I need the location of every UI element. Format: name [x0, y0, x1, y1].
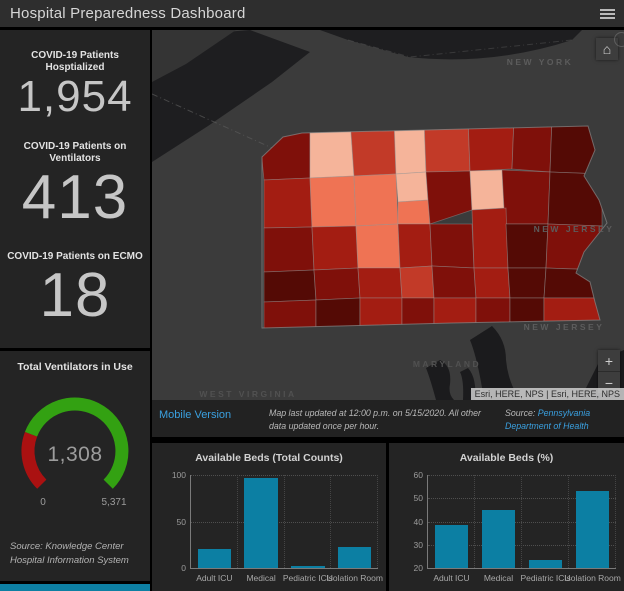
stat-ventilators-value: 413: [21, 163, 129, 232]
home-icon[interactable]: ⌂: [596, 38, 618, 60]
bar-adult-icu[interactable]: [197, 549, 232, 568]
basemap: NEW YORK NEW JERSEY NEW JERSEY MARYLAND …: [152, 30, 624, 400]
plot-available-beds-total: 0 50 100 Adult ICU Medical Pediatric ICU Isola…: [172, 470, 383, 583]
menu-icon[interactable]: [590, 0, 624, 27]
mobile-version-link[interactable]: Mobile Version: [159, 409, 232, 421]
stat-hospitalized: COVID-19 Patients Hosptialized 1,954: [0, 50, 150, 120]
gridline-vertical: [330, 475, 332, 568]
y-axis-tick-label: 40: [413, 516, 423, 527]
x-axis-category-label: Medical: [483, 573, 514, 583]
gridline-vertical: [474, 475, 475, 568]
bar-isolation-room[interactable]: [575, 491, 610, 568]
stat-hospitalized-label: COVID-19 Patients Hosptialized: [31, 50, 119, 74]
gridline: [428, 544, 616, 546]
gridline: [428, 521, 616, 523]
y-axis-tick-label: 50: [413, 493, 423, 504]
covid-stats-panel: COVID-19 Patients Hosptialized 1,954 COV…: [0, 30, 150, 348]
x-axis-category-label: Medical: [246, 573, 276, 583]
gauge-arc: [21, 397, 129, 489]
stat-ecmo-label: COVID-19 Patients on ECMO: [7, 250, 143, 262]
x-axis-category-label: Adult ICU: [196, 573, 233, 583]
zoom-out-button[interactable]: −: [598, 372, 620, 393]
page-title: Hospital Preparedness Dashboard: [10, 5, 246, 22]
gridline-vertical: [377, 475, 378, 568]
y-axis-tick-label: 50: [176, 516, 186, 527]
map-source: Source: Pennsylvania Department of Healt…: [505, 407, 619, 433]
gridline: [428, 475, 616, 476]
label-west-virginia: WEST VIRGINIA: [199, 389, 296, 399]
gauge-max-label: 5,371: [101, 497, 127, 508]
y-axis-tick-label: 0: [181, 563, 186, 573]
stat-ecmo-value: 18: [39, 260, 111, 330]
bar-medical[interactable]: [481, 509, 516, 568]
bar-adult-icu[interactable]: [434, 525, 469, 568]
gridline: [191, 475, 378, 476]
zoom-control: + −: [598, 350, 620, 393]
gridline-vertical: [615, 475, 616, 568]
gridline-vertical: [283, 475, 285, 568]
lake-ontario-water: [320, 30, 582, 60]
y-axis-tick-label: 30: [413, 539, 423, 550]
stat-hospitalized-value: 1,954: [17, 72, 133, 122]
stat-ventilators-label: COVID-19 Patients on Ventilators: [23, 141, 127, 164]
lake-erie-water: [152, 30, 310, 162]
label-maryland: MARYLAND: [413, 359, 481, 369]
compass-icon[interactable]: [614, 32, 624, 47]
plot-available-beds-percent: 20 30 40 50 60 Adult ICU Medical Pediatric ICU I…: [414, 470, 621, 583]
x-axis-category-label: Isolation Room: [326, 573, 383, 583]
app-header: Hospital Preparedness Dashboard: [0, 0, 624, 27]
label-new-york: NEW YORK: [507, 57, 574, 67]
zoom-in-button[interactable]: +: [598, 350, 620, 372]
ventilators-gauge-panel: Total Ventilators in Use 1,308 0 5,371 S…: [0, 351, 150, 581]
x-axis-category-label: Isolation Room: [564, 573, 621, 583]
gauge-value: 1,308: [47, 443, 103, 466]
gauge-min-label: 0: [40, 497, 46, 508]
bar-pediatric-icu[interactable]: [528, 559, 563, 568]
map-caption: Map last updated at 12:00 p.m. on 5/15/2…: [269, 408, 481, 431]
pa-state-outline: [261, 125, 608, 329]
y-axis-tick-label: 60: [413, 470, 423, 480]
gridline-vertical: [568, 475, 569, 568]
map-attribution: Esri, HERE, NPS | Esri, HERE, NPS: [470, 388, 624, 400]
pa-doh-link[interactable]: Pennsylvania Department of Health: [505, 408, 591, 431]
stat-ventilators: COVID-19 Patients on Ventilators 413: [0, 141, 150, 230]
map-footer: Mobile Version Map last updated at 12:00…: [152, 400, 624, 437]
x-axis-category-label: Pediatric ICU: [282, 573, 333, 583]
label-new-jersey-1: NEW JERSEY: [534, 224, 615, 234]
chart-title-percent: Available Beds (%): [459, 452, 554, 464]
label-new-jersey-2: NEW JERSEY: [524, 322, 605, 332]
gridline: [191, 521, 378, 523]
gauge-source-text: Source: Knowledge Center Hospital Inform…: [10, 540, 129, 567]
x-axis-category-label: Pediatric ICU: [520, 573, 571, 583]
gauge-title: Total Ventilators in Use: [17, 361, 133, 373]
gridline: [428, 498, 616, 500]
bar-medical[interactable]: [244, 477, 278, 568]
y-axis-tick-label: 100: [171, 470, 186, 480]
map-viewport[interactable]: NEW YORK NEW JERSEY NEW JERSEY MARYLAND …: [152, 30, 624, 400]
chart-title-total: Available Beds (Total Counts): [195, 452, 343, 464]
chart-available-beds-percent: Available Beds (%) 20 30 40 50 60 Adult ICU Me…: [389, 443, 624, 591]
chart-available-beds-total: Available Beds (Total Counts) 0 50 100 Adul…: [152, 443, 386, 591]
bottom-left-accent-strip: [0, 584, 150, 591]
bar-pediatric-icu[interactable]: [291, 566, 325, 568]
y-axis-tick-label: 20: [413, 563, 423, 573]
bar-isolation-room[interactable]: [337, 546, 372, 568]
map-source-prefix: Source:: [505, 408, 538, 418]
x-axis-category-label: Adult ICU: [433, 573, 470, 583]
pa-county-choropleth[interactable]: [258, 118, 603, 332]
map-panel: NEW YORK NEW JERSEY NEW JERSEY MARYLAND …: [152, 30, 624, 437]
gridline-vertical: [521, 475, 522, 568]
stat-ecmo: COVID-19 Patients on ECMO 18: [1, 251, 149, 328]
gridline-vertical: [236, 475, 238, 568]
